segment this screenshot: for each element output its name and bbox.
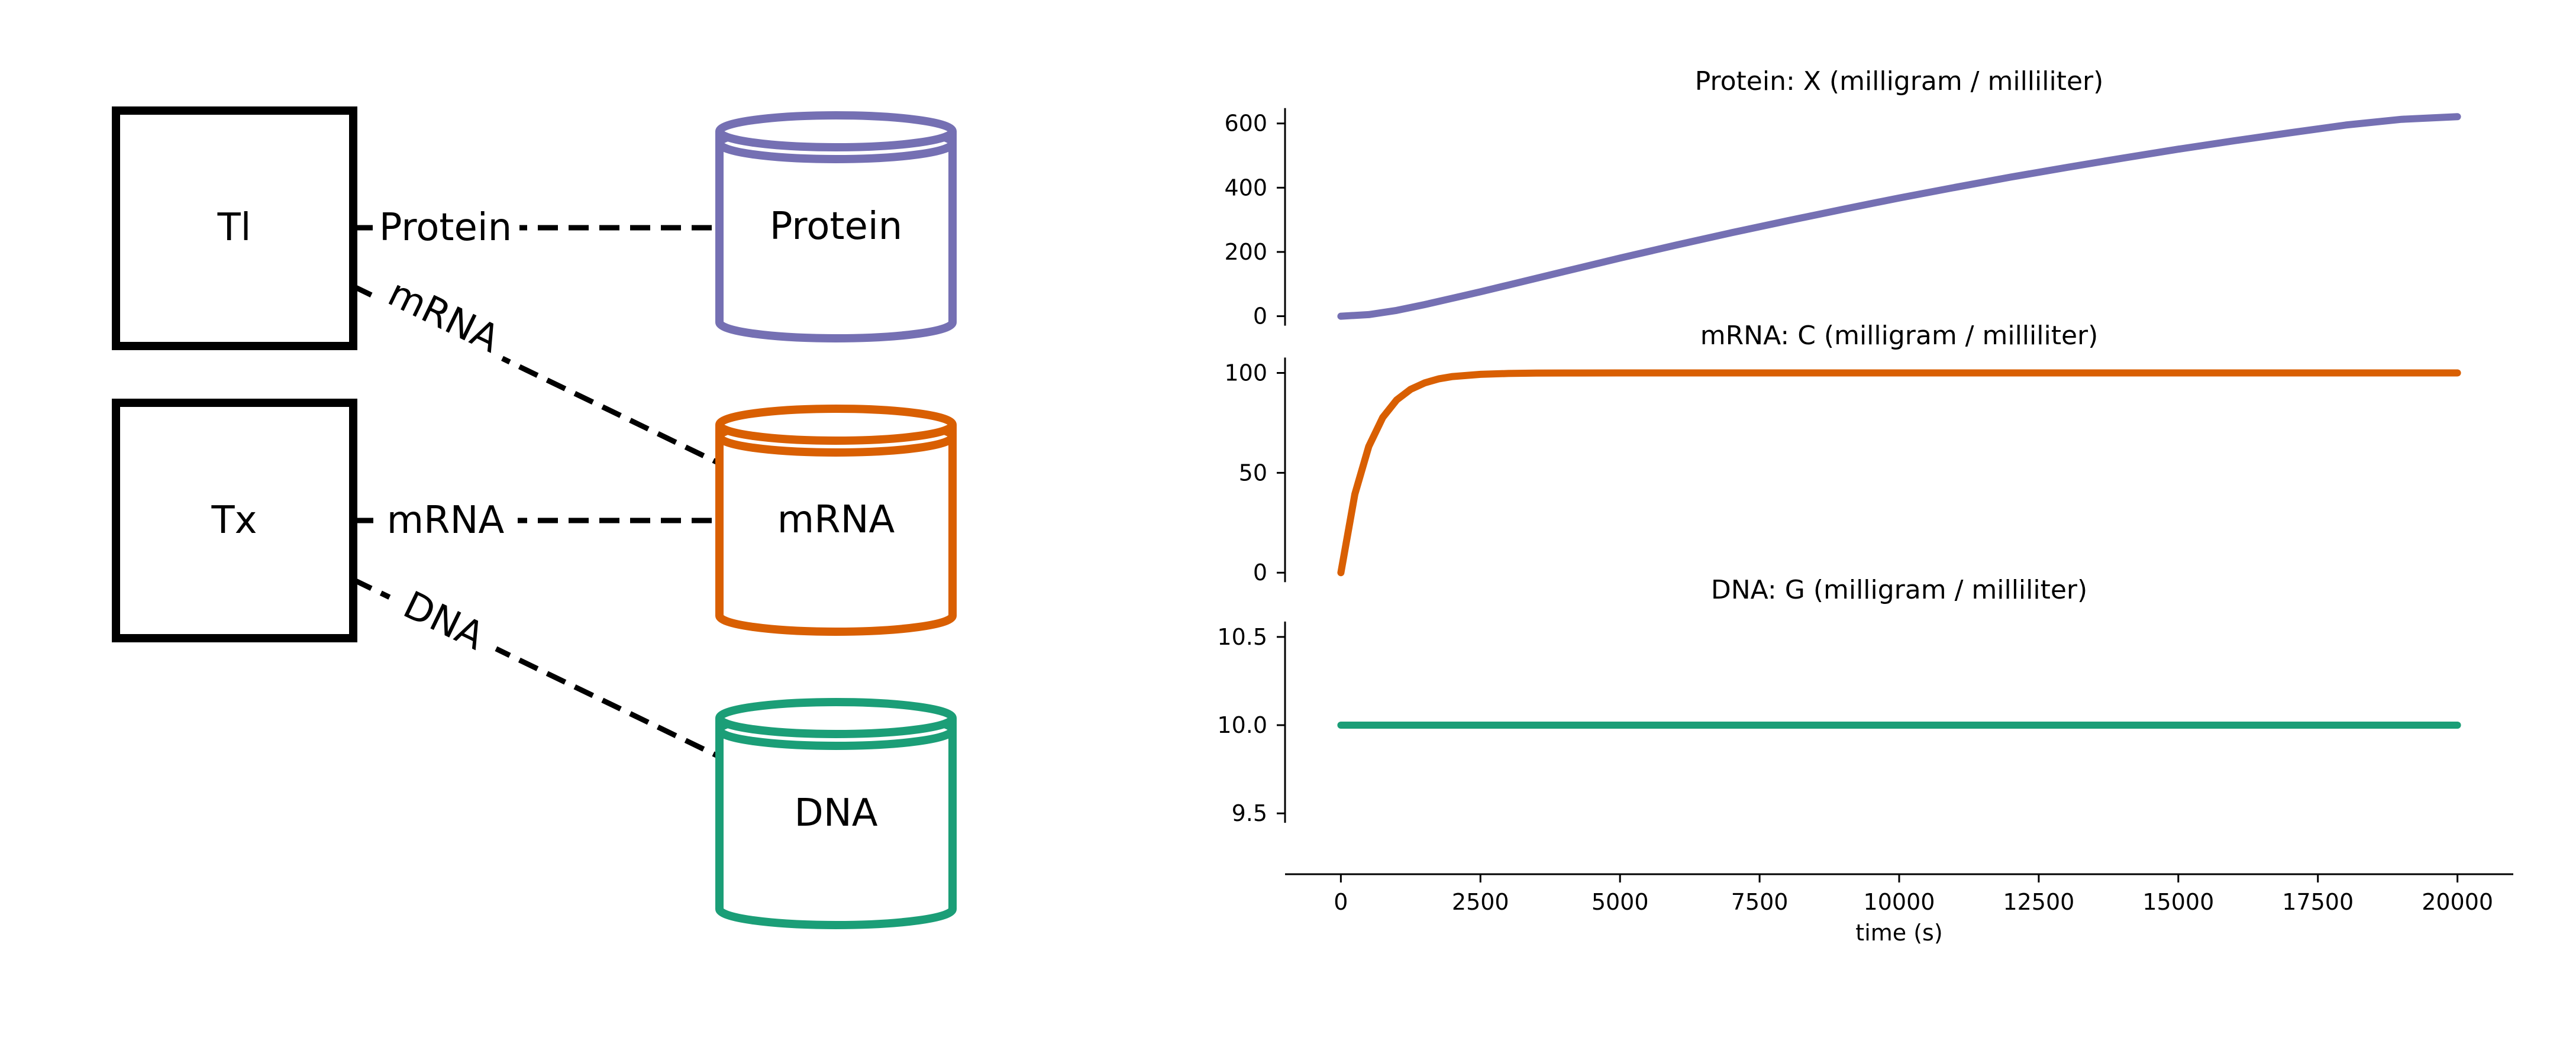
edge-label-tx-dna: DNA <box>379 571 509 671</box>
x-tick-label: 0 <box>1334 889 1348 915</box>
edge-label-text: Protein <box>379 206 512 250</box>
x-tick-label: 2500 <box>1452 889 1509 915</box>
process-tl-label: Tl <box>217 206 251 250</box>
store-protein: Protein <box>715 111 957 342</box>
y-tick-label: 0 <box>1253 303 1267 329</box>
x-tick-label: 17500 <box>2282 889 2354 915</box>
edge-label-text: mRNA <box>387 499 505 542</box>
series-line <box>1337 369 2461 577</box>
process-tl: Tl <box>112 106 357 350</box>
y-tick-label: 100 <box>1224 360 1267 386</box>
store-protein-label: Protein <box>770 205 902 248</box>
store-mrna-label: mRNA <box>777 498 895 542</box>
y-tick-label: 50 <box>1239 460 1267 486</box>
edge-label-tl-protein: Protein <box>373 201 519 252</box>
y-tick-label: 200 <box>1224 239 1267 265</box>
store-mrna: mRNA <box>715 405 957 636</box>
plot-title: DNA: G (milligram / milliliter) <box>1711 575 2087 605</box>
y-tick-label: 9.5 <box>1232 800 1267 826</box>
y-tick-label: 10.0 <box>1217 712 1267 738</box>
process-diagram: Protein mRNA mRNA DNA Tl Tx Protein <box>112 106 957 929</box>
edge-label-tx-mrna: mRNA <box>375 494 518 545</box>
plot-mrna: mRNA: C (milligram / milliliter) 0 50 100 <box>1224 321 2461 586</box>
series-line <box>1337 113 2461 320</box>
plot-title: mRNA: C (milligram / milliliter) <box>1700 321 2099 351</box>
y-tick-label: 0 <box>1253 560 1267 586</box>
y-tick-label: 400 <box>1224 174 1267 201</box>
y-tick-label: 10.5 <box>1217 624 1267 650</box>
store-dna-label: DNA <box>795 791 878 835</box>
plot-protein: Protein: X (milligram / milliliter) 0 200 4… <box>1224 66 2461 329</box>
y-tick-label: 600 <box>1224 111 1267 137</box>
process-tx: Tx <box>112 399 357 642</box>
x-tick-label: 12500 <box>2003 889 2074 915</box>
process-tx-label: Tx <box>211 499 257 542</box>
x-tick-label: 20000 <box>2422 889 2493 915</box>
x-axis-label: time (s) <box>1855 920 1942 946</box>
plot-title: Protein: X (milligram / milliliter) <box>1695 66 2104 96</box>
store-dna: DNA <box>715 698 957 929</box>
time-series-plots: Protein: X (milligram / milliliter) 0 200 4… <box>1217 66 2513 946</box>
x-tick-label: 10000 <box>1864 889 1935 915</box>
edge-label-tl-mrna: mRNA <box>368 261 519 371</box>
x-tick-label: 7500 <box>1731 889 1789 915</box>
plot-dna: DNA: G (milligram / milliliter) 9.5 10.0 10… <box>1217 575 2513 946</box>
x-tick-label: 15000 <box>2142 889 2214 915</box>
x-tick-label: 5000 <box>1592 889 1649 915</box>
edge-label-text: mRNA <box>382 271 506 361</box>
